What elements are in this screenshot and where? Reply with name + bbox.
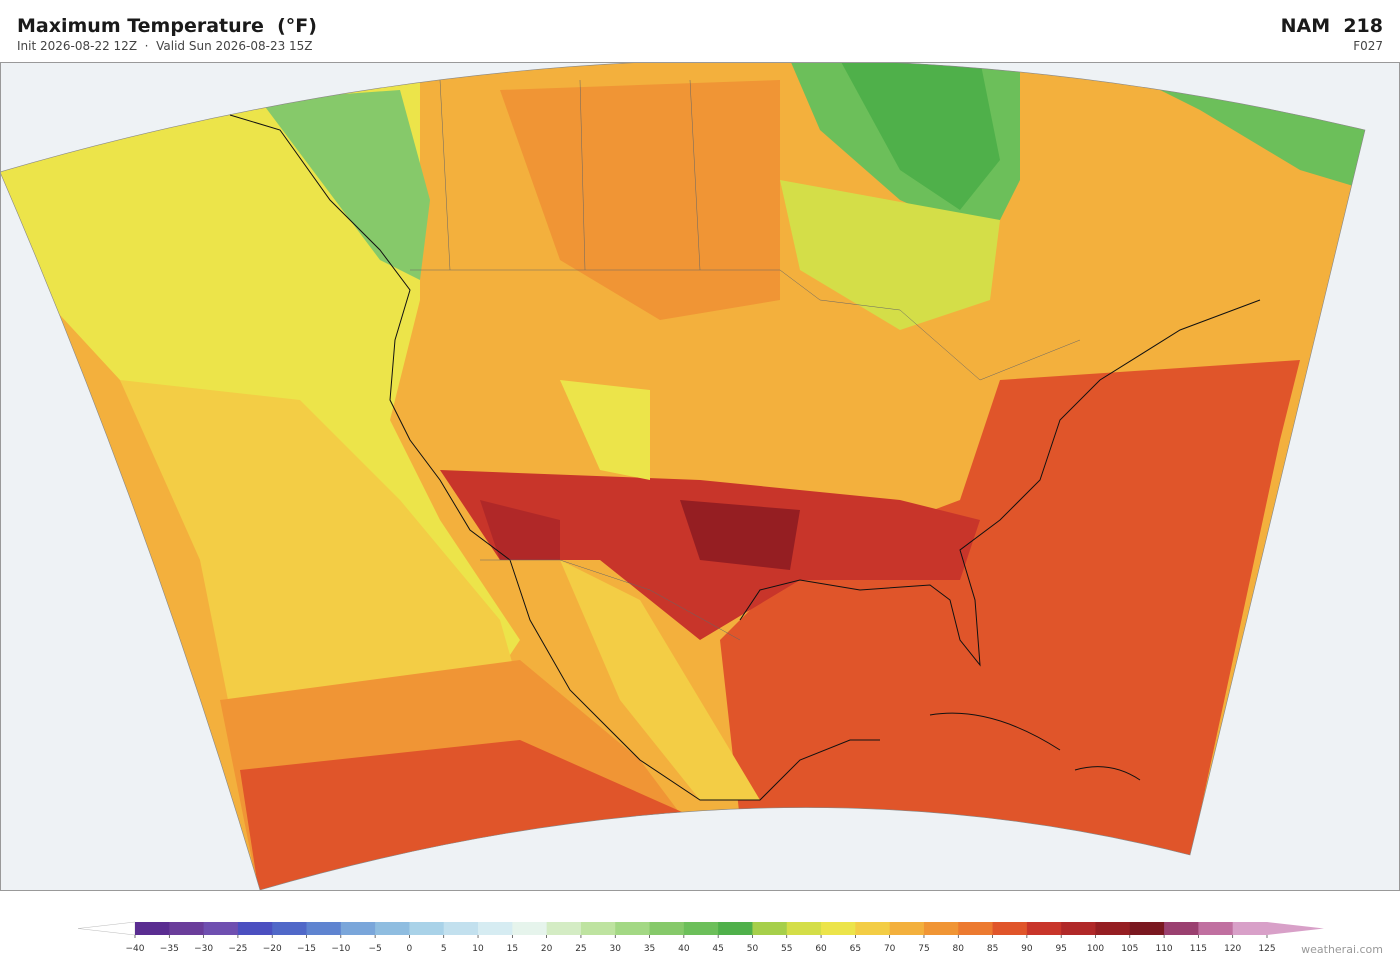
colorbar-tick-label: 75 xyxy=(918,944,929,954)
colorbar-segment xyxy=(340,922,376,935)
colorbar-tick-label: 85 xyxy=(987,944,998,954)
colorbar-tick-label: 15 xyxy=(507,944,518,954)
colorbar-tick-label: 35 xyxy=(644,944,655,954)
colorbar-segment xyxy=(615,922,651,935)
colorbar-segment xyxy=(889,922,925,935)
map-title: Maximum Temperature (°F) xyxy=(17,15,317,37)
colorbar-tick-label: 90 xyxy=(1021,944,1033,954)
temperature-field xyxy=(0,62,1365,890)
colorbar-segment xyxy=(1061,922,1096,935)
colorbar-segment xyxy=(580,922,616,935)
colorbar-segment xyxy=(786,922,822,935)
colorbar-segment xyxy=(443,922,479,935)
colorbar-tick-label: −40 xyxy=(126,944,145,954)
colorbar-tick-label: −25 xyxy=(228,944,247,954)
colorbar-under xyxy=(77,921,136,936)
colorbar-segment xyxy=(512,922,548,935)
colorbar-tick-label: 125 xyxy=(1258,944,1275,954)
colorbar-segment xyxy=(992,922,1028,935)
colorbar-tick-label: 10 xyxy=(472,944,484,954)
colorbar-segment xyxy=(752,922,788,935)
colorbar-tick-label: 5 xyxy=(441,944,447,954)
colorbar-segment xyxy=(923,922,959,935)
colorbar-segment xyxy=(546,922,582,935)
colorbar-tick-label: −5 xyxy=(368,944,381,954)
colorbar-tick-label: −15 xyxy=(297,944,316,954)
colorbar: −40 −35 −30 −25 −20 −15 −10 −5 0 5 10 15 20 25 30 35 40 4… xyxy=(77,921,1324,954)
colorbar-segment xyxy=(1129,922,1165,935)
coastlines xyxy=(229,114,1261,801)
colorbar-tick-label: 45 xyxy=(712,944,723,954)
model-name: NAM 218 xyxy=(1280,15,1383,37)
colorbar-segment xyxy=(958,922,994,935)
colorbar-tick-label: −35 xyxy=(160,944,179,954)
colorbar-segment xyxy=(135,922,170,935)
colorbar-tick-label: −30 xyxy=(194,944,213,954)
colorbar-tick-label: 70 xyxy=(884,944,896,954)
colorbar-segment xyxy=(1026,922,1062,935)
colorbar-tick-label: 55 xyxy=(781,944,792,954)
colorbar-tick-label: −20 xyxy=(263,944,282,954)
borders xyxy=(410,79,1081,641)
map-subtitle: Init 2026-08-22 12Z · Valid Sun 2026-08-… xyxy=(17,39,313,53)
colorbar-tick-label: 20 xyxy=(541,944,553,954)
colorbar-segment xyxy=(478,922,513,935)
forecast-hour: F027 xyxy=(1353,39,1383,53)
colorbar-segment xyxy=(1095,922,1131,935)
map xyxy=(0,62,1400,890)
colorbar-segment xyxy=(1198,922,1234,935)
colorbar-segment xyxy=(821,922,856,935)
colorbar-segment xyxy=(409,922,445,935)
colorbar-tick-label: 0 xyxy=(407,944,413,954)
colorbar-segment xyxy=(1164,922,1199,935)
colorbar-tick-label: 65 xyxy=(850,944,861,954)
colorbar-tick-label: 60 xyxy=(815,944,827,954)
colorbar-tick-label: 105 xyxy=(1121,944,1138,954)
colorbar-over xyxy=(1267,922,1324,935)
colorbar-tick-label: 80 xyxy=(953,944,965,954)
colorbar-tick-label: 30 xyxy=(610,944,622,954)
colorbar-tick-label: 95 xyxy=(1055,944,1066,954)
colorbar-segment xyxy=(718,922,753,935)
colorbar-tick-label: 120 xyxy=(1224,944,1241,954)
colorbar-tick-label: −10 xyxy=(331,944,350,954)
colorbar-segment xyxy=(237,922,273,935)
credit: weatherai.com xyxy=(1301,943,1383,956)
colorbar-tick-label: 25 xyxy=(575,944,586,954)
colorbar-segment xyxy=(169,922,205,935)
colorbar-segment xyxy=(272,922,308,935)
colorbar-tick-label: 115 xyxy=(1190,944,1207,954)
colorbar-segment xyxy=(1232,922,1268,935)
colorbar-segment xyxy=(649,922,685,935)
colorbar-tick-label: 50 xyxy=(747,944,759,954)
colorbar-tick-label: 100 xyxy=(1087,944,1104,954)
colorbar-segment xyxy=(306,922,342,935)
colorbar-segment xyxy=(855,922,891,935)
colorbar-tick-label: 40 xyxy=(678,944,690,954)
colorbar-segment xyxy=(203,922,239,935)
domain-outline xyxy=(0,62,1366,890)
colorbar-segment xyxy=(683,922,719,935)
colorbar-segment xyxy=(375,922,410,935)
colorbar-tick-label: 110 xyxy=(1155,944,1172,954)
